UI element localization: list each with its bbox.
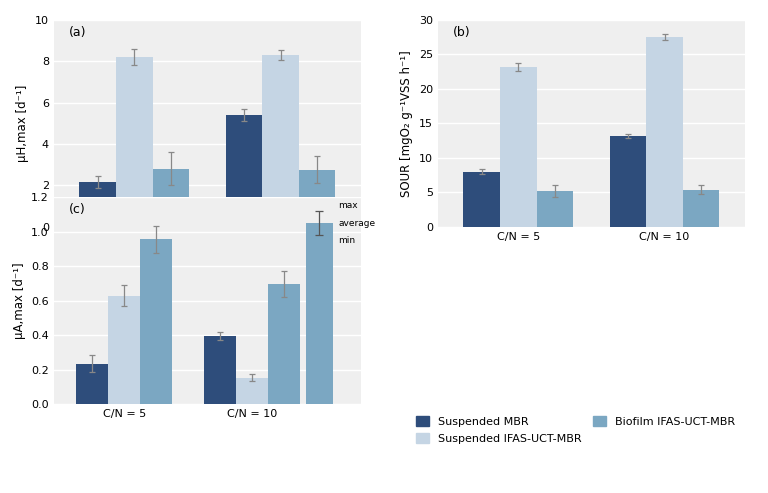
Text: average: average [339, 219, 376, 228]
Text: max: max [339, 201, 358, 210]
Bar [299, 170, 336, 227]
Bar [537, 191, 573, 227]
Bar [116, 57, 153, 227]
Bar [153, 169, 189, 227]
Bar [262, 55, 299, 227]
Bar [226, 115, 262, 227]
Bar [79, 182, 116, 227]
Y-axis label: μH,max [d⁻¹]: μH,max [d⁻¹] [16, 85, 29, 162]
Bar [76, 364, 108, 404]
Text: (b): (b) [453, 26, 471, 39]
Bar [108, 295, 141, 404]
Bar [306, 223, 333, 404]
Bar [463, 172, 500, 227]
Bar [237, 378, 268, 404]
Text: min: min [339, 236, 356, 245]
Bar [610, 137, 646, 227]
Y-axis label: μA,max [d⁻¹]: μA,max [d⁻¹] [12, 262, 25, 339]
Bar [500, 67, 537, 227]
Bar [646, 37, 683, 227]
Text: (c): (c) [69, 204, 86, 216]
Bar [268, 284, 300, 404]
Bar [204, 336, 237, 404]
Text: (a): (a) [69, 26, 87, 39]
Y-axis label: SOUR [mgO₂ g⁻¹VSS h⁻¹]: SOUR [mgO₂ g⁻¹VSS h⁻¹] [400, 50, 413, 197]
Bar [683, 189, 720, 227]
Legend: Suspended MBR, Suspended IFAS-UCT-MBR, Biofilm IFAS-UCT-MBR: Suspended MBR, Suspended IFAS-UCT-MBR, B… [411, 412, 740, 448]
Bar [141, 240, 172, 404]
